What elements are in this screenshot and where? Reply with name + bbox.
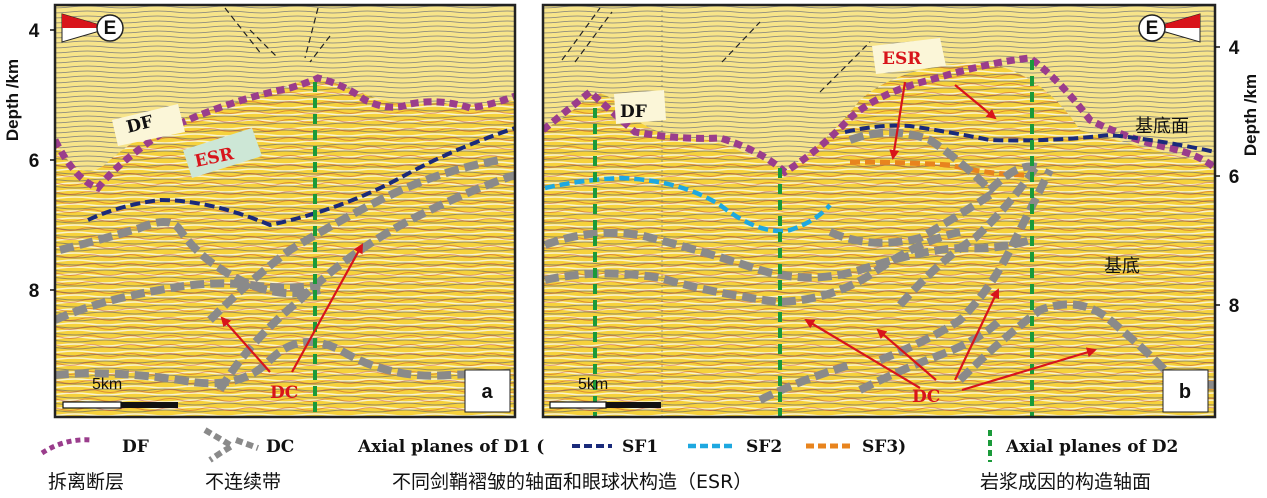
legend-df: DF 拆离断层	[40, 437, 149, 493]
sf2-line-b	[544, 175, 832, 234]
svg-text:SF3): SF3)	[862, 437, 906, 457]
svg-text:8: 8	[1229, 296, 1240, 317]
sf1-line-a	[87, 126, 515, 228]
svg-text:8: 8	[29, 281, 40, 302]
y-axis-left: Depth /km 4 6 8	[3, 21, 55, 302]
svg-text:E: E	[1146, 18, 1159, 39]
dc-label-b: DC	[912, 387, 940, 407]
panel-a: DF ESR DC E 5km a	[55, 5, 515, 417]
basement-label: 基底	[1104, 256, 1140, 277]
svg-text:6: 6	[1229, 167, 1240, 188]
svg-text:拆离断层: 拆离断层	[48, 471, 124, 493]
panel-tag-b: b	[1179, 381, 1191, 403]
svg-text:DF: DF	[620, 102, 647, 122]
svg-text:DC: DC	[266, 437, 294, 457]
y-axis-right: 4 6 8 Depth /km	[1215, 38, 1260, 317]
scale-bar-a: 5km	[62, 376, 178, 409]
svg-text:4: 4	[29, 21, 40, 42]
svg-text:Axial planes of D1 (: Axial planes of D1 (	[357, 437, 544, 457]
svg-text:不同剑鞘褶皱的轴面和眼球状构造（ESR）: 不同剑鞘褶皱的轴面和眼球状构造（ESR）	[392, 471, 752, 493]
svg-text:SF1: SF1	[622, 437, 658, 457]
svg-text:5km: 5km	[92, 376, 122, 393]
scale-bar-b: 5km	[549, 376, 661, 409]
svg-text:Depth /km: Depth /km	[3, 59, 22, 141]
svg-text:Axial planes of D2: Axial planes of D2	[1005, 437, 1178, 457]
svg-text:岩浆成因的构造轴面: 岩浆成因的构造轴面	[980, 471, 1151, 493]
legend-d2: Axial planes of D2 岩浆成因的构造轴面	[980, 430, 1178, 493]
compass-icon-a: E	[61, 13, 124, 43]
svg-text:E: E	[104, 18, 117, 39]
compass-icon-b: E	[1138, 13, 1201, 43]
panel-tag-a: a	[481, 381, 493, 403]
dc-bands-a	[55, 156, 515, 393]
svg-text:5km: 5km	[578, 376, 608, 393]
esr-label-b: ESR	[872, 38, 946, 74]
legend-dc: DC 不连续带	[203, 427, 294, 493]
svg-text:ESR: ESR	[882, 49, 922, 69]
svg-text:6: 6	[29, 151, 40, 172]
svg-text:4: 4	[1229, 38, 1240, 59]
dc-label-a: DC	[270, 383, 298, 403]
svg-text:不连续带: 不连续带	[205, 471, 281, 493]
svg-text:DF: DF	[122, 437, 149, 457]
legend: DF 拆离断层 DC 不连续带 Axial planes of D1 ( SF1…	[40, 427, 1178, 493]
basement-surface-label: 基底面	[1135, 116, 1189, 137]
df-line-b	[543, 54, 1215, 177]
panel-b: DF ESR DC 基底面 基底 E 5km b	[543, 5, 1215, 417]
df-label-b: DF	[614, 90, 666, 124]
df-label-a: DF	[112, 104, 185, 146]
svg-text:SF2: SF2	[746, 437, 782, 457]
svg-text:Depth /km: Depth /km	[1241, 74, 1260, 156]
legend-d1: Axial planes of D1 ( SF1 SF2 SF3) 不同剑鞘褶皱…	[357, 437, 906, 493]
df-line-a	[55, 74, 515, 193]
